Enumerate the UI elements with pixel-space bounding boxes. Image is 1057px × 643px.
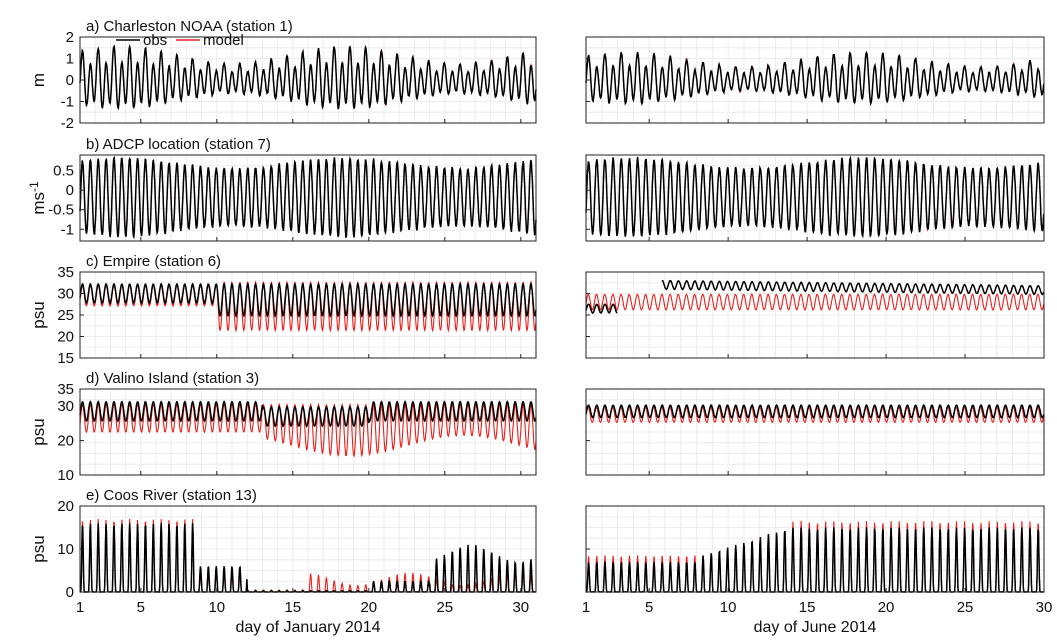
x-tick-label: 15 [284, 599, 301, 616]
model-series-line [585, 293, 1045, 312]
model-series-line [79, 402, 537, 458]
obs-series-line [79, 281, 537, 319]
y-tick-label: 20 [57, 498, 74, 515]
x-tick-label: 1 [76, 599, 84, 616]
y-tick-label: 0.5 [53, 163, 74, 180]
x-tick-label: 10 [208, 599, 225, 616]
panel-title: e) Coos River (station 13) [86, 487, 257, 504]
y-tick-label: -1 [61, 94, 74, 111]
x-tick-label: 20 [360, 599, 377, 616]
y-tick-label: 0 [66, 72, 74, 89]
y-tick-label: 35 [57, 381, 74, 398]
y-axis-label: m [29, 73, 48, 87]
y-axis-label-superscript: -1 [27, 181, 41, 192]
y-tick-label: 25 [57, 307, 74, 324]
panel-title: c) Empire (station 6) [86, 253, 221, 270]
axes-frame [585, 154, 1045, 242]
x-tick-label: 25 [957, 599, 974, 616]
obs-series-line [585, 279, 1045, 314]
y-tick-label: -1 [61, 221, 74, 238]
june-axes [585, 36, 1045, 124]
june-axes [585, 388, 1045, 476]
x-tick-label: 30 [512, 599, 529, 616]
january-axes: 35 30 25 20 15 [57, 264, 537, 367]
obs-series-line [79, 400, 537, 428]
axes-frame [79, 154, 537, 242]
obs-series-line [585, 403, 1045, 419]
y-tick-label: 1 [66, 51, 74, 68]
y-tick-label: 20 [57, 433, 74, 450]
y-tick-label: 35 [57, 264, 74, 281]
january-axes: 0.5 0 -0.5 -1 [48, 154, 537, 242]
y-axis-label: psu [29, 535, 48, 562]
y-tick-label: 0 [66, 584, 74, 601]
x-tick-label: 30 [1036, 599, 1053, 616]
y-tick-label: 2 [66, 29, 74, 46]
obs-series-line [585, 155, 1045, 239]
panel-title: a) Charleston NOAA (station 1) [86, 18, 293, 35]
axes-frame [585, 388, 1045, 476]
legend: obs model [116, 32, 244, 49]
obs-series-line [79, 155, 537, 240]
x-axis-label: day of January 2014 [236, 619, 381, 636]
x-tick-label: 5 [645, 599, 653, 616]
x-tick-label: 10 [720, 599, 737, 616]
y-tick-label: 0 [66, 182, 74, 199]
y-tick-label: 30 [57, 398, 74, 415]
x-tick-label: 5 [137, 599, 145, 616]
x-tick-label: 15 [799, 599, 816, 616]
y-tick-label: 30 [57, 286, 74, 303]
june-axes [585, 154, 1045, 242]
obs-series-line [79, 43, 537, 111]
axes-frame [79, 388, 537, 476]
y-axis-label: psu [29, 301, 48, 328]
y-tick-label: 20 [57, 329, 74, 346]
x-tick-label: 20 [878, 599, 895, 616]
y-axis-label: psu [29, 418, 48, 445]
y-tick-label: -0.5 [48, 202, 74, 219]
x-axis-label: day of June 2014 [754, 619, 877, 636]
x-tick-label: 1 [582, 599, 590, 616]
january-axes: 2 1 0 -1 -2 [61, 29, 537, 132]
y-axis-label: ms-1 [27, 181, 48, 215]
y-tick-label: -2 [61, 115, 74, 132]
panel-title: d) Valino Island (station 3) [86, 370, 259, 387]
obs-series-line [585, 50, 1045, 107]
legend-model-label: model [203, 32, 244, 49]
legend-obs-label: obs [143, 32, 167, 49]
y-tick-label: 15 [57, 350, 74, 367]
y-tick-label: 10 [57, 541, 74, 558]
x-tick-label: 25 [436, 599, 453, 616]
y-tick-label: 10 [57, 467, 74, 484]
june-axes [585, 271, 1045, 359]
panel-title: b) ADCP location (station 7) [86, 136, 271, 153]
